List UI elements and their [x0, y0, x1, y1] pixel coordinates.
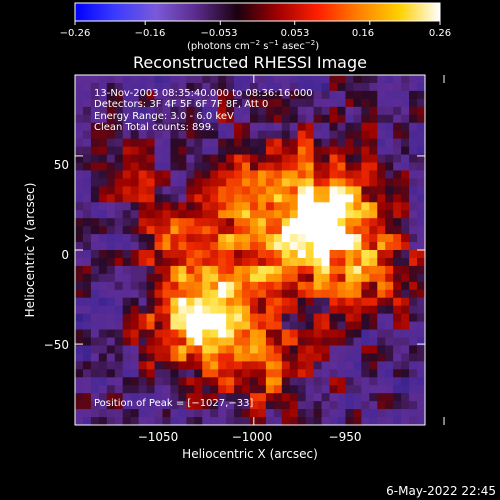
colorbar-tick-label: −0.26 — [60, 28, 91, 39]
y-tick-label: 0 — [61, 248, 69, 262]
colorbar-ticks — [74, 21, 441, 25]
y-axis-label: Heliocentric Y (arcsec) — [23, 183, 37, 318]
x-tick-label: −1050 — [138, 430, 179, 444]
colorbar: −0.26 −0.16 −0.053 0.053 0.16 0.26 (phot… — [60, 2, 451, 52]
heatmap-image — [75, 75, 425, 425]
colorbar-tick-label: 0.16 — [352, 28, 374, 39]
colorbar-gradient — [74, 2, 441, 22]
y-tick-label: 50 — [54, 158, 69, 172]
chart-title: Reconstructed RHESSI Image — [133, 53, 367, 72]
colorbar-tick-label: 0.053 — [281, 28, 310, 39]
footer-date: 6-May-2022 22:45 — [386, 484, 496, 498]
info-time-range: 13-Nov-2003 08:35:40.000 to 08:36:16.000 — [94, 88, 313, 99]
heatmap-cells — [75, 75, 425, 425]
peak-position-label: Position of Peak = [−1027,−33] — [94, 398, 253, 409]
x-axis-label: Heliocentric X (arcsec) — [182, 447, 318, 461]
info-block: 13-Nov-2003 08:35:40.000 to 08:36:16.000… — [94, 88, 313, 133]
colorbar-unit: (photons cm−2 s−1 asec−2) — [187, 39, 319, 52]
colorbar-tick-label: −0.053 — [200, 28, 237, 39]
x-tick-label: −1000 — [232, 430, 273, 444]
x-tick-label: −950 — [329, 430, 362, 444]
info-clean-counts: Clean Total counts: 899. — [94, 122, 214, 133]
y-tick-label: −50 — [44, 338, 69, 352]
colorbar-tick-label: 0.26 — [429, 28, 451, 39]
info-energy-range: Energy Range: 3.0 - 6.0 keV — [94, 111, 234, 122]
colorbar-tick-label: −0.16 — [135, 28, 166, 39]
info-detectors: Detectors: 3F 4F 5F 6F 7F 8F, Att 0 — [94, 99, 268, 110]
axis-ticks — [75, 75, 445, 425]
